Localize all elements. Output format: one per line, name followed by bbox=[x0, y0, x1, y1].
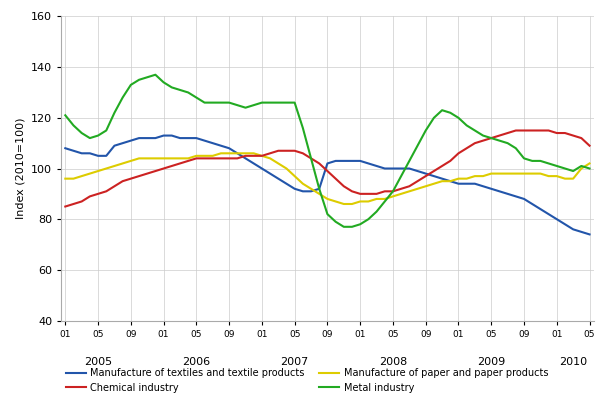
Text: 2006: 2006 bbox=[182, 357, 211, 367]
Manufacture of paper and paper products bbox=[529, 171, 536, 176]
Line: Metal industry: Metal industry bbox=[65, 75, 589, 227]
Manufacture of paper and paper products bbox=[225, 151, 233, 156]
Manufacture of textiles and textile products bbox=[225, 146, 233, 151]
Text: 2007: 2007 bbox=[280, 357, 309, 367]
Manufacture of paper and paper products bbox=[348, 201, 356, 206]
Chemical industry bbox=[586, 143, 593, 148]
Manufacture of paper and paper products bbox=[586, 161, 593, 166]
Manufacture of textiles and textile products bbox=[570, 227, 577, 232]
Manufacture of paper and paper products bbox=[184, 156, 192, 161]
Text: 2010: 2010 bbox=[559, 357, 588, 367]
Legend: Manufacture of textiles and textile products, Chemical industry, Manufacture of : Manufacture of textiles and textile prod… bbox=[66, 368, 548, 393]
Manufacture of paper and paper products bbox=[291, 173, 298, 178]
Manufacture of textiles and textile products bbox=[291, 186, 298, 191]
Metal industry bbox=[291, 100, 298, 105]
Metal industry bbox=[193, 95, 200, 100]
Manufacture of textiles and textile products bbox=[62, 146, 69, 151]
Chemical industry bbox=[332, 176, 339, 181]
Metal industry bbox=[348, 224, 356, 229]
Chemical industry bbox=[184, 158, 192, 163]
Metal industry bbox=[152, 72, 159, 77]
Manufacture of paper and paper products bbox=[340, 201, 348, 206]
Metal industry bbox=[586, 166, 593, 171]
Manufacture of textiles and textile products bbox=[586, 232, 593, 237]
Chemical industry bbox=[512, 128, 520, 133]
Line: Chemical industry: Chemical industry bbox=[65, 131, 589, 206]
Text: 2005: 2005 bbox=[84, 357, 112, 367]
Metal industry bbox=[529, 158, 536, 163]
Y-axis label: Index (2010=100): Index (2010=100) bbox=[15, 118, 26, 219]
Metal industry bbox=[570, 169, 577, 173]
Line: Manufacture of paper and paper products: Manufacture of paper and paper products bbox=[65, 153, 589, 204]
Manufacture of textiles and textile products bbox=[160, 133, 167, 138]
Manufacture of textiles and textile products bbox=[520, 196, 528, 201]
Chemical industry bbox=[520, 128, 528, 133]
Metal industry bbox=[62, 113, 69, 118]
Manufacture of paper and paper products bbox=[217, 151, 225, 156]
Metal industry bbox=[225, 100, 233, 105]
Metal industry bbox=[340, 224, 348, 229]
Chemical industry bbox=[217, 156, 225, 161]
Chemical industry bbox=[570, 133, 577, 138]
Manufacture of paper and paper products bbox=[62, 176, 69, 181]
Text: 2009: 2009 bbox=[477, 357, 506, 367]
Manufacture of textiles and textile products bbox=[193, 136, 200, 141]
Manufacture of textiles and textile products bbox=[340, 158, 348, 163]
Text: 2008: 2008 bbox=[379, 357, 407, 367]
Manufacture of paper and paper products bbox=[570, 176, 577, 181]
Chemical industry bbox=[62, 204, 69, 209]
Chemical industry bbox=[283, 148, 290, 153]
Line: Manufacture of textiles and textile products: Manufacture of textiles and textile prod… bbox=[65, 136, 589, 234]
